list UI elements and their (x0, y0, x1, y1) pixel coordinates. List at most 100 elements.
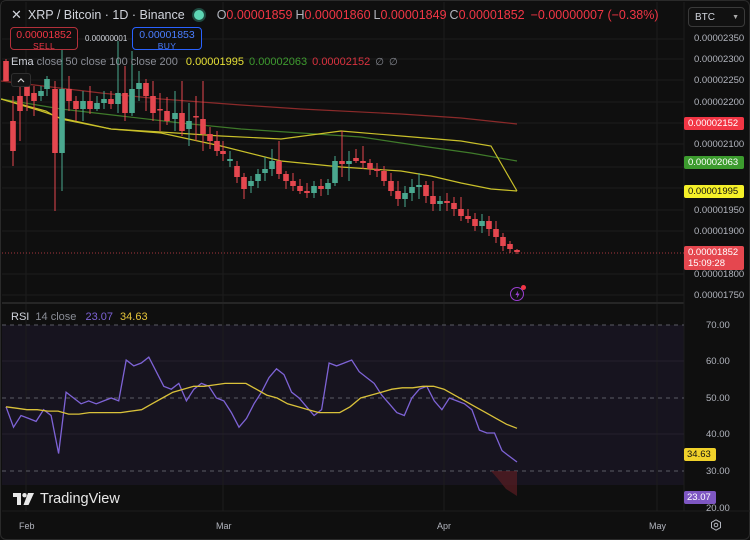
currency-value: BTC (695, 12, 715, 23)
tradingview-logo[interactable]: TradingView (13, 491, 120, 507)
rsi-ma-line (5, 382, 518, 429)
candle (234, 166, 240, 177)
candle (52, 89, 58, 153)
ema100-value: 0.00002063 (249, 56, 308, 68)
candle (430, 196, 436, 204)
price-label: 0.00001900 (694, 226, 745, 237)
candle (360, 161, 366, 163)
logo-text: TradingView (40, 491, 120, 507)
candle (318, 186, 324, 189)
candle (115, 93, 121, 104)
candle (214, 141, 220, 151)
last-price-tag: 0.00001852 15:09:28 (684, 246, 744, 270)
sell-label: SELL (33, 41, 55, 51)
candle (150, 96, 156, 113)
currency-select[interactable]: BTC ▼ (688, 7, 745, 27)
rsi-legend[interactable]: RSI 14 close 23.07 34.63 (11, 311, 148, 323)
rsi-axis-label: 70.00 (706, 320, 730, 331)
candle (290, 181, 296, 186)
candle (143, 83, 149, 96)
candle (108, 99, 114, 104)
candle (101, 99, 107, 103)
candle (157, 109, 163, 111)
candle (444, 201, 450, 203)
rsi-name: RSI (11, 311, 30, 323)
price-label: 0.00002350 (694, 33, 745, 44)
rsi-axis-label: 60.00 (706, 356, 730, 367)
rsi-ma-tag: 34.63 (684, 448, 716, 461)
buy-button[interactable]: 0.00001853 BUY (132, 27, 202, 51)
ema-na-1: ∅ (375, 56, 384, 68)
candle (66, 89, 72, 101)
symbol-legend: ✕ XRP / Bitcoin · 1D · Binance O 0.000018… (11, 7, 659, 23)
candle (227, 159, 233, 161)
candle (38, 91, 44, 96)
candle (59, 89, 65, 153)
symbol-title[interactable]: XRP / Bitcoin · 1D · Binance (27, 8, 185, 22)
candle (44, 79, 50, 89)
chevron-up-icon (17, 77, 25, 82)
candle (353, 158, 359, 161)
candle (262, 169, 268, 173)
candle (493, 229, 499, 237)
settings-icon[interactable] (710, 519, 722, 531)
sell-price: 0.00001852 (16, 29, 72, 41)
candle (276, 161, 282, 174)
candle (193, 116, 199, 118)
candle (186, 121, 192, 129)
notification-dot (521, 285, 526, 290)
ema100-price-tag: 0.00002063 (684, 156, 744, 169)
price-label: 0.00002300 (694, 54, 745, 65)
lightning-alert-icon[interactable] (510, 285, 526, 301)
ema-legend[interactable]: Ema close 50 close 100 close 200 0.00001… (11, 56, 398, 68)
candle (24, 86, 30, 96)
candle (402, 193, 408, 199)
candle (248, 181, 254, 186)
candle (94, 103, 100, 109)
ema200-price-tag: 0.00002152 (684, 117, 744, 130)
price-label: 0.00002100 (694, 139, 745, 150)
rsi-value: 23.07 (85, 311, 113, 323)
ema50-price-tag: 0.00001995 (684, 185, 744, 198)
candle (367, 163, 373, 169)
time-label: Apr (437, 521, 452, 531)
open-value: 0.00001859 (226, 8, 293, 22)
close-icon[interactable]: ✕ (11, 7, 22, 22)
candle (437, 201, 443, 204)
ema-name: Ema (11, 56, 34, 68)
candle (374, 169, 380, 171)
candle (451, 203, 457, 209)
price-change: −0.00000007 (−0.38%) (530, 8, 659, 22)
candle (10, 121, 16, 151)
close-value: 0.00001852 (458, 8, 525, 22)
candle (164, 111, 170, 121)
candle (80, 101, 86, 109)
collapse-legend-button[interactable] (11, 73, 31, 87)
spread-value: 0.00000001 (85, 34, 128, 43)
candle (479, 221, 485, 226)
market-status-icon (193, 10, 204, 20)
candle (200, 119, 206, 134)
buy-price: 0.00001853 (139, 29, 195, 41)
candle (122, 93, 128, 113)
time-label: Feb (19, 521, 35, 531)
low-value: 0.00001849 (380, 8, 447, 22)
time-label: Mar (216, 521, 232, 531)
candle (179, 113, 185, 131)
candle (241, 177, 247, 189)
rsi-value-tag: 23.07 (684, 491, 716, 504)
time-label: May (649, 521, 667, 531)
chevron-down-icon: ▼ (732, 14, 739, 21)
candle (269, 161, 275, 169)
tradingview-logo-icon (13, 493, 34, 505)
candle (17, 96, 23, 111)
rsi-axis-label: 20.00 (706, 503, 730, 514)
candle (304, 191, 310, 193)
ema-na-2: ∅ (388, 56, 398, 68)
candle (423, 185, 429, 196)
candle (339, 161, 345, 164)
sell-button[interactable]: 0.00001852 SELL (10, 27, 78, 51)
rsi-ma-value: 34.63 (120, 311, 148, 323)
